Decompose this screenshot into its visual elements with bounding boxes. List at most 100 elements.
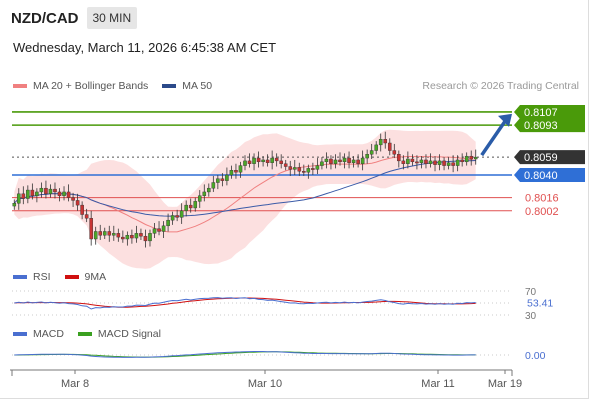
candle bbox=[428, 160, 433, 164]
pair-title: NZD/CAD bbox=[11, 9, 79, 27]
level-label: 0.8040 bbox=[524, 170, 558, 182]
candle bbox=[102, 231, 107, 236]
candle bbox=[48, 188, 53, 195]
candle bbox=[44, 187, 48, 195]
candle bbox=[21, 193, 26, 199]
candle bbox=[342, 157, 347, 163]
candle bbox=[170, 215, 175, 221]
candle bbox=[369, 150, 374, 155]
projection-arrow bbox=[480, 118, 508, 157]
candle bbox=[125, 235, 130, 240]
candle bbox=[446, 162, 451, 166]
candle bbox=[84, 214, 89, 219]
legend-swatch bbox=[162, 84, 177, 88]
candle bbox=[297, 167, 302, 172]
legend-label: MA 20 + Bollinger Bands bbox=[33, 80, 149, 92]
candle bbox=[360, 157, 365, 164]
legend-label: MA 50 bbox=[182, 80, 213, 92]
candle bbox=[225, 174, 229, 181]
candle bbox=[261, 159, 265, 163]
bollinger-band bbox=[14, 129, 476, 269]
x-tick-label: Mar 19 bbox=[488, 378, 522, 390]
candle bbox=[238, 165, 243, 173]
x-tick-label: Mar 10 bbox=[248, 378, 282, 390]
legend-item-macd: MACD bbox=[13, 328, 64, 340]
candle bbox=[347, 157, 351, 163]
candle bbox=[424, 159, 428, 164]
level-tag bbox=[514, 118, 585, 133]
level-label: 0.8107 bbox=[524, 107, 558, 119]
candle bbox=[378, 139, 383, 146]
candle bbox=[89, 218, 93, 240]
macd-value: 0.00 bbox=[525, 350, 546, 362]
candle bbox=[270, 157, 274, 163]
candle bbox=[351, 159, 356, 163]
rsi-line bbox=[14, 297, 476, 310]
candle bbox=[383, 139, 388, 144]
candle bbox=[315, 165, 320, 170]
candle bbox=[229, 170, 234, 176]
candle bbox=[415, 161, 419, 164]
candle bbox=[455, 159, 460, 166]
candle bbox=[410, 158, 415, 163]
candle bbox=[39, 187, 44, 193]
legend-item-macd-signal: MACD Signal bbox=[77, 328, 161, 340]
candle bbox=[311, 168, 315, 170]
candle bbox=[211, 182, 216, 189]
candle bbox=[207, 187, 211, 193]
candle bbox=[112, 233, 116, 236]
timeframe-badge[interactable]: 30 MIN bbox=[86, 7, 138, 29]
candle bbox=[75, 200, 80, 206]
candle bbox=[197, 195, 202, 202]
macd-line bbox=[14, 351, 476, 358]
candle bbox=[437, 160, 442, 165]
candle bbox=[283, 163, 288, 167]
candle bbox=[442, 160, 446, 166]
candle bbox=[139, 233, 143, 237]
candle bbox=[473, 156, 478, 160]
legend-swatch bbox=[13, 332, 27, 336]
level-tag bbox=[514, 150, 585, 165]
level-label: 0.8016 bbox=[525, 193, 559, 205]
legend-label: MACD Signal bbox=[97, 328, 161, 340]
main-legend: MA 20 + Bollinger Bands MA 50 bbox=[13, 80, 226, 92]
candle bbox=[252, 157, 256, 164]
x-tick-label: Mar 8 bbox=[61, 378, 89, 390]
candle bbox=[93, 231, 98, 240]
rsi-legend: RSI 9MA bbox=[13, 271, 120, 283]
candle bbox=[234, 170, 238, 173]
candle bbox=[66, 191, 71, 198]
candle bbox=[406, 158, 410, 164]
rsi-value: 53.41 bbox=[527, 297, 553, 309]
macd-legend: MACD MACD Signal bbox=[13, 328, 175, 340]
level-label: 0.8093 bbox=[524, 120, 558, 132]
candle bbox=[26, 189, 30, 199]
candle bbox=[387, 142, 392, 151]
level-label: 0.8059 bbox=[524, 152, 558, 164]
candle bbox=[265, 159, 270, 163]
candle bbox=[57, 191, 62, 196]
candle bbox=[397, 154, 401, 162]
candle bbox=[184, 204, 188, 211]
candle bbox=[433, 160, 437, 165]
legend-label: RSI bbox=[33, 271, 51, 283]
candle bbox=[98, 231, 103, 236]
candle bbox=[288, 166, 293, 170]
candle bbox=[148, 233, 152, 242]
candle bbox=[320, 161, 324, 166]
level-label: 0.8002 bbox=[525, 206, 559, 218]
candle bbox=[324, 158, 329, 163]
candle bbox=[121, 236, 125, 240]
candle bbox=[143, 235, 148, 242]
candle bbox=[338, 159, 342, 163]
candle bbox=[392, 150, 397, 155]
candle bbox=[279, 160, 283, 164]
candle bbox=[247, 160, 252, 164]
rsi-tick: 70 bbox=[525, 287, 537, 298]
legend-swatch bbox=[13, 275, 27, 279]
legend-label: MACD bbox=[33, 328, 64, 340]
candle bbox=[134, 233, 139, 239]
candle bbox=[130, 235, 134, 239]
